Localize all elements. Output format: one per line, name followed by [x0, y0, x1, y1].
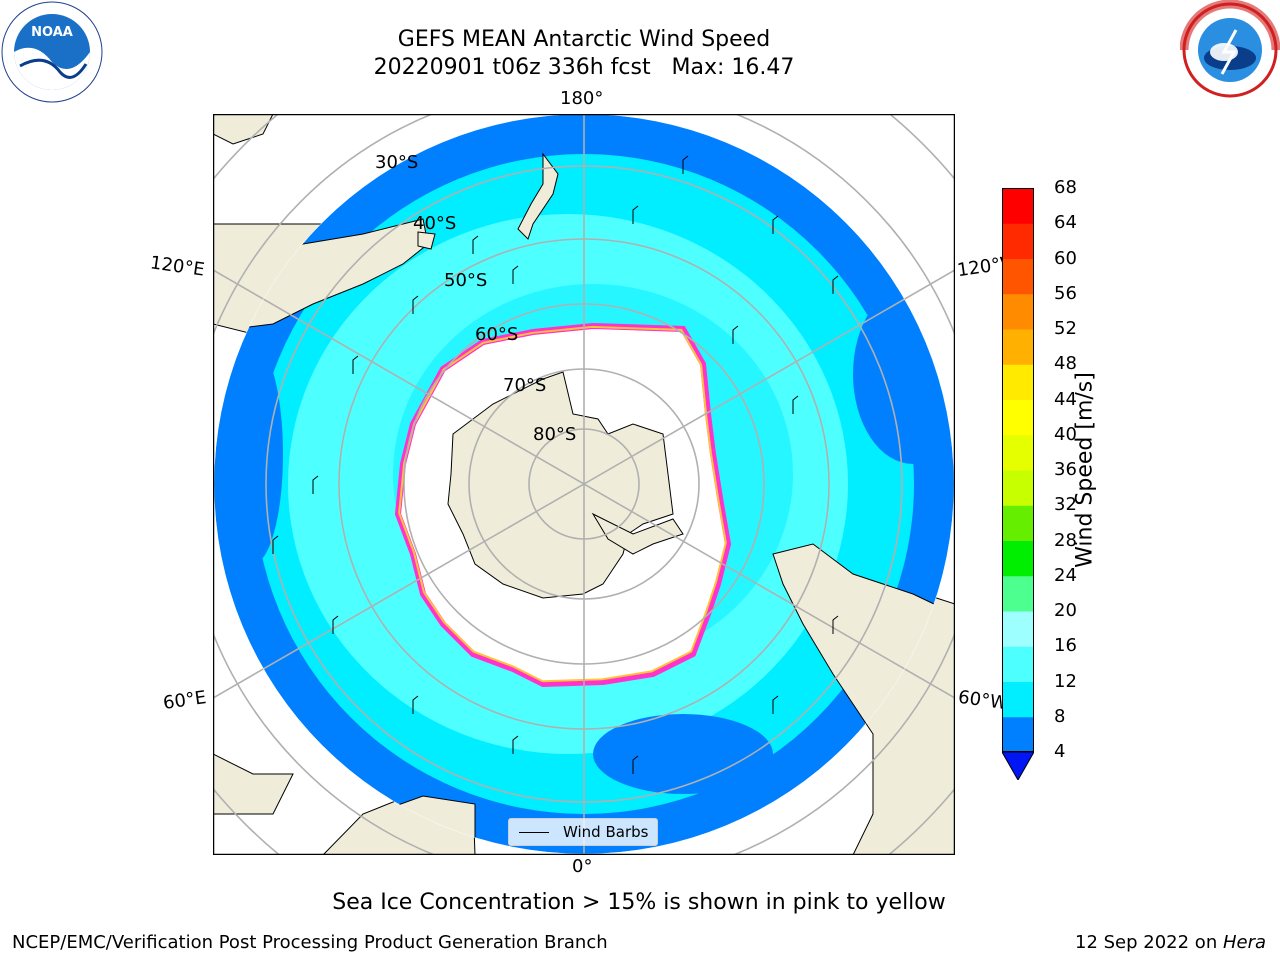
colorbar-segment	[1002, 434, 1034, 471]
colorbar	[1001, 188, 1035, 782]
colorbar-tick: 24	[1054, 564, 1077, 586]
colorbar-segment	[1002, 611, 1034, 647]
colorbar-segment	[1002, 364, 1034, 400]
wind-barbs-legend: Wind Barbs	[508, 818, 658, 846]
colorbar-segment	[1002, 716, 1034, 753]
colorbar-tick: 20	[1054, 600, 1077, 621]
colorbar-tick: 60	[1054, 247, 1077, 269]
legend-line-swatch	[519, 831, 549, 833]
colorbar-tick: 28	[1054, 529, 1077, 551]
colorbar-segment	[1002, 470, 1034, 506]
colorbar-segment	[1002, 540, 1034, 577]
colorbar-tick: 36	[1054, 459, 1077, 480]
chart-subtitle: 20220901 t06z 336h fcst Max: 16.47	[373, 55, 795, 80]
noaa-logo-text: NOAA	[31, 25, 73, 40]
map-frame	[212, 113, 956, 856]
footer-producer: NCEP/EMC/Verification Post Processing Pr…	[12, 932, 608, 953]
colorbar-tick: 8	[1054, 705, 1066, 727]
colorbar-tick: 12	[1054, 670, 1077, 692]
noaa-logo: NOAA	[0, 0, 104, 104]
colorbar-tick: 32	[1054, 494, 1077, 516]
colorbar-tick: 16	[1054, 635, 1077, 657]
colorbar-segment	[1002, 188, 1034, 224]
colorbar-segment	[1002, 223, 1034, 259]
colorbar-tick: 40	[1054, 423, 1077, 445]
colorbar-segment	[1002, 575, 1034, 612]
lat-label-70s: 70°S	[503, 375, 547, 396]
footer-date-text: 12 Sep 2022 on	[1075, 932, 1223, 953]
colorbar-label: Wind Speed [m/s]	[1072, 372, 1098, 568]
colorbar-segment	[1002, 505, 1034, 541]
lon-label-0: 0°	[572, 856, 593, 877]
lat-label-80s: 80°S	[533, 424, 577, 445]
nws-logo	[1179, 0, 1280, 100]
colorbar-tick: 48	[1054, 353, 1077, 375]
lon-label-120e: 120°E	[148, 252, 206, 281]
sea-ice-caption: Sea Ice Concentration > 15% is shown in …	[332, 890, 946, 915]
lon-label-180: 180°	[560, 88, 604, 109]
colorbar-segment	[1002, 293, 1034, 330]
lat-label-50s: 50°S	[444, 270, 488, 291]
colorbar-tick: 68	[1054, 177, 1077, 198]
lon-label-60e: 60°E	[161, 687, 208, 714]
lat-label-40s: 40°S	[413, 213, 457, 234]
colorbar-tick: 44	[1054, 388, 1077, 410]
polar-map	[212, 113, 956, 856]
wind-barbs	[272, 155, 839, 774]
footer-host: Hera	[1222, 932, 1266, 953]
colorbar-segment	[1002, 258, 1034, 295]
legend-label: Wind Barbs	[563, 823, 649, 841]
colorbar-tick: 52	[1054, 318, 1077, 339]
footer-date: 12 Sep 2022 on Hera	[1075, 932, 1266, 953]
colorbar-tick: 56	[1054, 282, 1077, 304]
colorbar-segment	[1002, 681, 1034, 718]
chart-title: GEFS MEAN Antarctic Wind Speed	[397, 27, 771, 52]
colorbar-segment	[1002, 399, 1034, 436]
lat-label-60s: 60°S	[475, 324, 519, 345]
colorbar-tick: 64	[1054, 212, 1077, 234]
colorbar-segment	[1002, 646, 1034, 682]
lat-label-30s: 30°S	[375, 152, 419, 173]
colorbar-tick: 4	[1054, 741, 1066, 762]
colorbar-segment	[1002, 329, 1034, 365]
